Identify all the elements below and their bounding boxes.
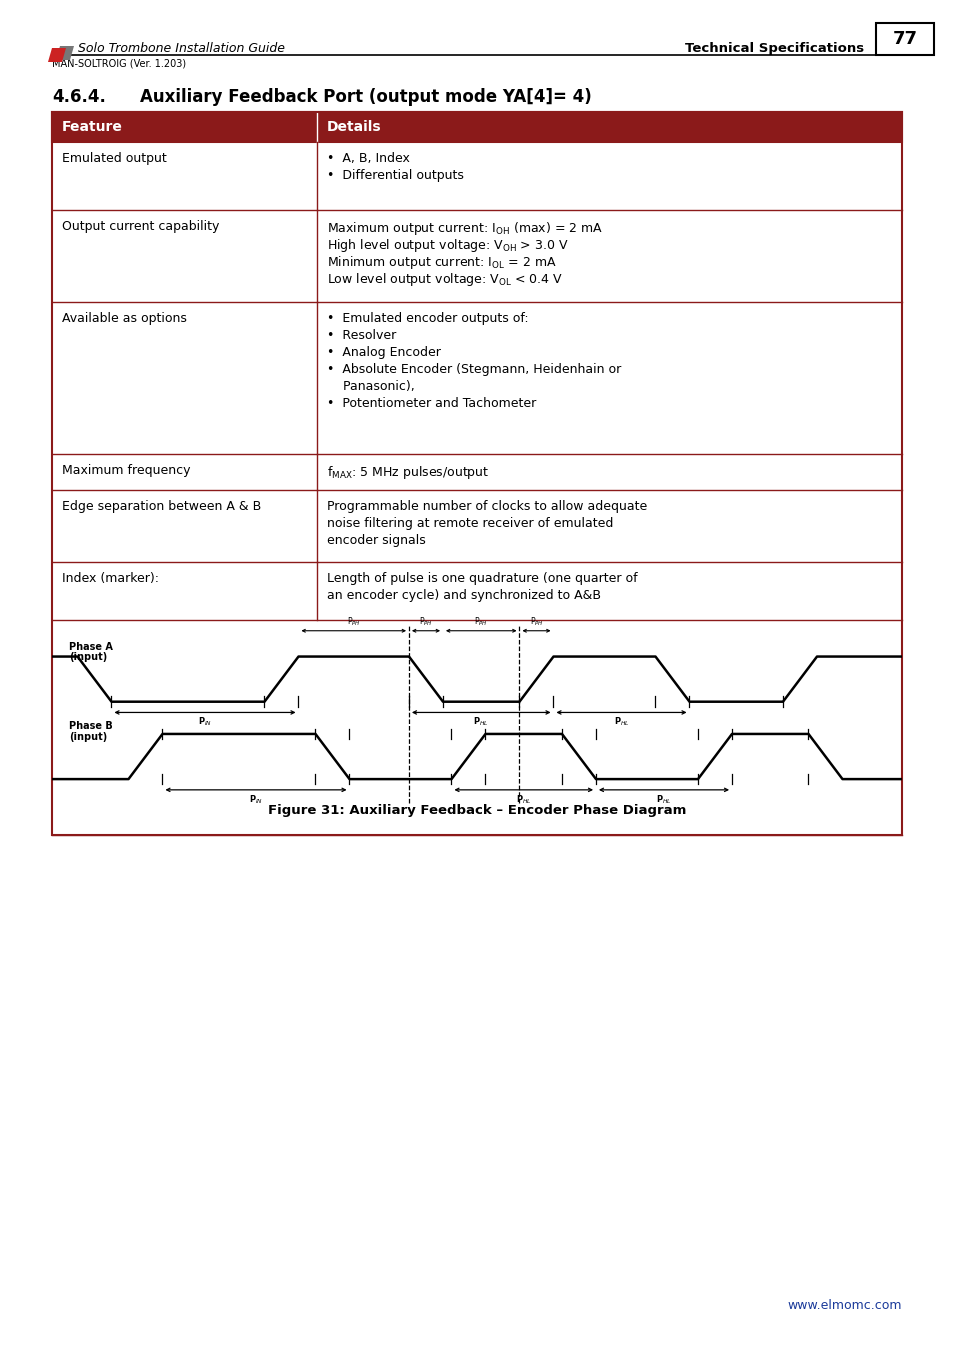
Text: Figure 31: Auxiliary Feedback – Encoder Phase Diagram: Figure 31: Auxiliary Feedback – Encoder …	[268, 805, 685, 817]
Text: Minimum output current: I$_\mathrm{OL}$ = 2 mA: Minimum output current: I$_\mathrm{OL}$ …	[327, 254, 557, 271]
Text: Feature: Feature	[62, 120, 123, 134]
Text: f$_\mathrm{MAX}$: 5 MHz pulses/output: f$_\mathrm{MAX}$: 5 MHz pulses/output	[327, 464, 489, 481]
Text: Solo Trombone Installation Guide: Solo Trombone Installation Guide	[78, 42, 285, 55]
Text: Index (marker):: Index (marker):	[62, 572, 159, 585]
Text: Panasonic),: Panasonic),	[327, 379, 415, 393]
Text: Auxiliary Feedback Port (output mode YA[4]= 4): Auxiliary Feedback Port (output mode YA[…	[140, 88, 591, 107]
Text: •  Absolute Encoder (Stegmann, Heidenhain or: • Absolute Encoder (Stegmann, Heidenhain…	[327, 363, 620, 377]
Text: P$_{HL}$: P$_{HL}$	[516, 792, 531, 806]
Bar	[52, 454, 901, 490]
Text: Phase A: Phase A	[69, 641, 112, 652]
Text: encoder signals: encoder signals	[327, 535, 425, 547]
Text: Available as options: Available as options	[62, 312, 187, 325]
Text: (input): (input)	[69, 732, 107, 741]
Text: •  Resolver: • Resolver	[327, 329, 395, 342]
Bar	[52, 490, 901, 562]
Text: P$_{PH}$: P$_{PH}$	[347, 616, 360, 628]
Text: High level output voltage: V$_\mathrm{OH}$ > 3.0 V: High level output voltage: V$_\mathrm{OH…	[327, 238, 568, 254]
Polygon shape	[48, 49, 66, 62]
Text: MAN-SOLTROIG (Ver. 1.203): MAN-SOLTROIG (Ver. 1.203)	[52, 58, 186, 68]
Text: Phase B: Phase B	[69, 721, 112, 732]
Text: Low level output voltage: V$_\mathrm{OL}$ < 0.4 V: Low level output voltage: V$_\mathrm{OL}…	[327, 271, 562, 288]
Text: P$_{PH}$: P$_{PH}$	[474, 616, 488, 628]
Text: P$_{PH}$: P$_{PH}$	[529, 616, 543, 628]
Bar	[875, 23, 933, 55]
Text: 4.6.4.: 4.6.4.	[52, 88, 106, 107]
Text: Output current capability: Output current capability	[62, 220, 219, 234]
Text: Length of pulse is one quadrature (one quarter of: Length of pulse is one quadrature (one q…	[327, 572, 637, 585]
Text: •  Differential outputs: • Differential outputs	[327, 169, 463, 182]
Text: www.elmomc.com: www.elmomc.com	[786, 1299, 901, 1312]
Text: P$_{HL}$: P$_{HL}$	[473, 716, 489, 728]
Bar	[52, 211, 901, 302]
Text: Details: Details	[327, 120, 381, 134]
Bar	[52, 620, 901, 836]
Text: Technical Specifications: Technical Specifications	[684, 42, 863, 55]
Text: an encoder cycle) and synchronized to A&B: an encoder cycle) and synchronized to A&…	[327, 589, 600, 602]
Text: •  A, B, Index: • A, B, Index	[327, 153, 410, 165]
Text: P$_{PH}$: P$_{PH}$	[418, 616, 433, 628]
Text: •  Emulated encoder outputs of:: • Emulated encoder outputs of:	[327, 312, 528, 325]
Bar	[52, 112, 901, 142]
Text: (input): (input)	[69, 652, 107, 663]
Text: P$_{IN}$: P$_{IN}$	[197, 716, 212, 728]
Text: Emulated output: Emulated output	[62, 153, 167, 165]
Bar	[52, 562, 901, 620]
Text: Maximum output current: I$_\mathrm{OH}$ (max) = 2 mA: Maximum output current: I$_\mathrm{OH}$ …	[327, 220, 602, 238]
Text: P$_{IN}$: P$_{IN}$	[249, 792, 263, 806]
Bar	[52, 112, 901, 836]
Text: P$_{HL}$: P$_{HL}$	[656, 792, 671, 806]
Text: Maximum frequency: Maximum frequency	[62, 464, 191, 477]
Text: 77: 77	[892, 30, 917, 49]
Text: Edge separation between A & B: Edge separation between A & B	[62, 500, 261, 513]
Text: Programmable number of clocks to allow adequate: Programmable number of clocks to allow a…	[327, 500, 646, 513]
Text: •  Potentiometer and Tachometer: • Potentiometer and Tachometer	[327, 397, 536, 410]
Bar	[52, 302, 901, 454]
Text: •  Analog Encoder: • Analog Encoder	[327, 346, 440, 359]
Polygon shape	[56, 46, 74, 59]
Text: noise filtering at remote receiver of emulated: noise filtering at remote receiver of em…	[327, 517, 613, 531]
Bar	[52, 142, 901, 211]
Text: P$_{HL}$: P$_{HL}$	[613, 716, 629, 728]
